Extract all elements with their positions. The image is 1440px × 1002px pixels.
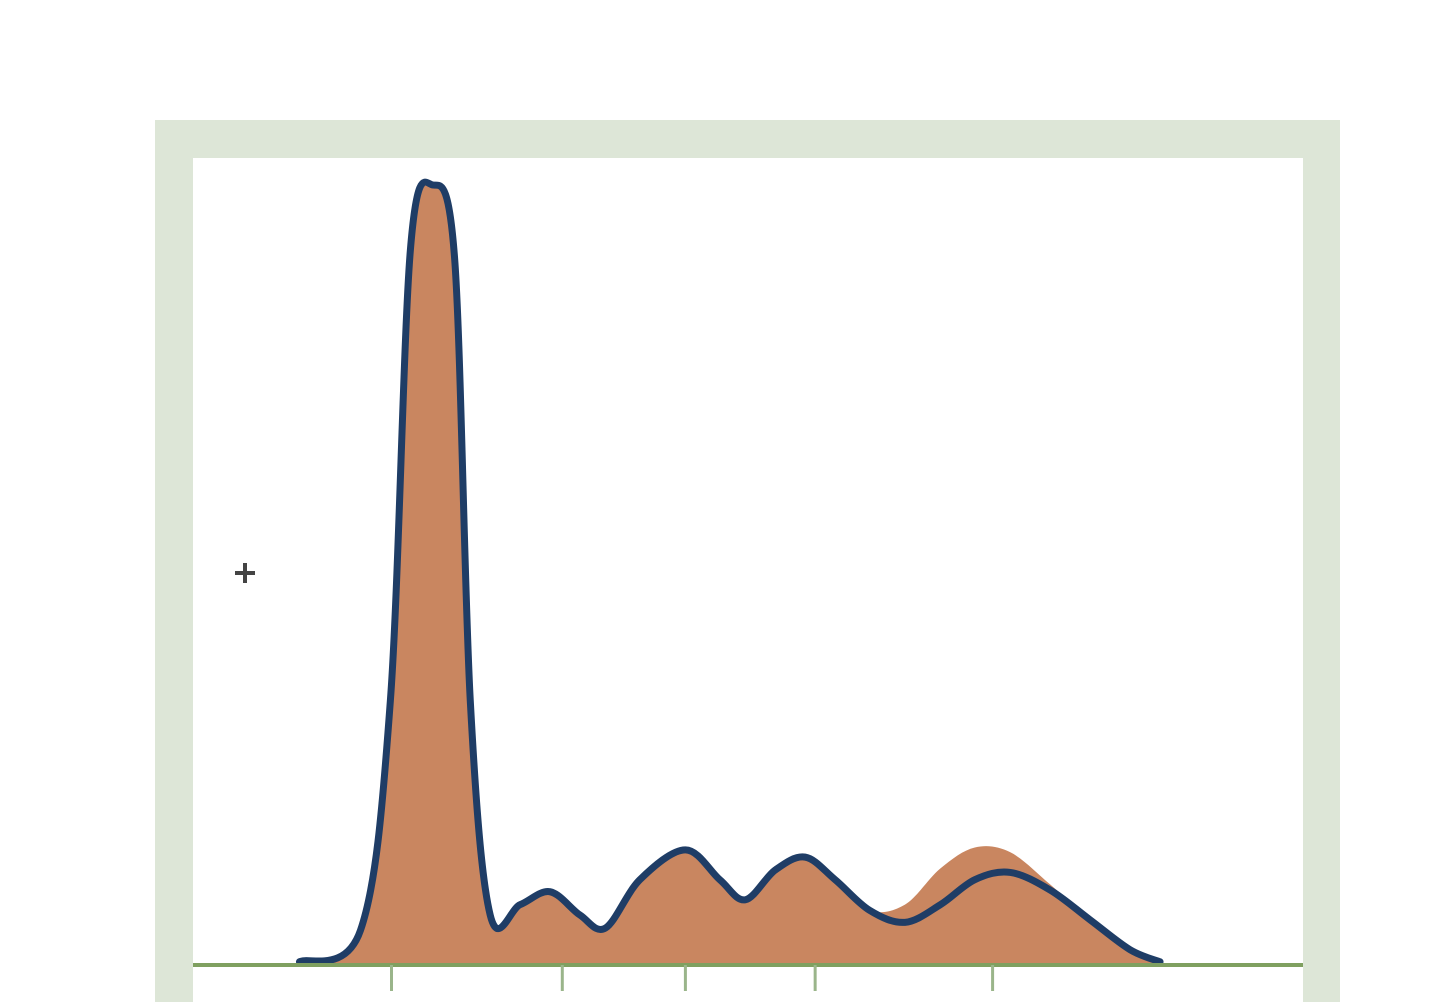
x-axis-ticks xyxy=(390,965,995,991)
plot-area xyxy=(193,158,1303,1002)
density-outline-line xyxy=(295,178,1164,966)
crosshair-icon xyxy=(235,563,255,583)
density-fill-area xyxy=(299,182,1161,966)
